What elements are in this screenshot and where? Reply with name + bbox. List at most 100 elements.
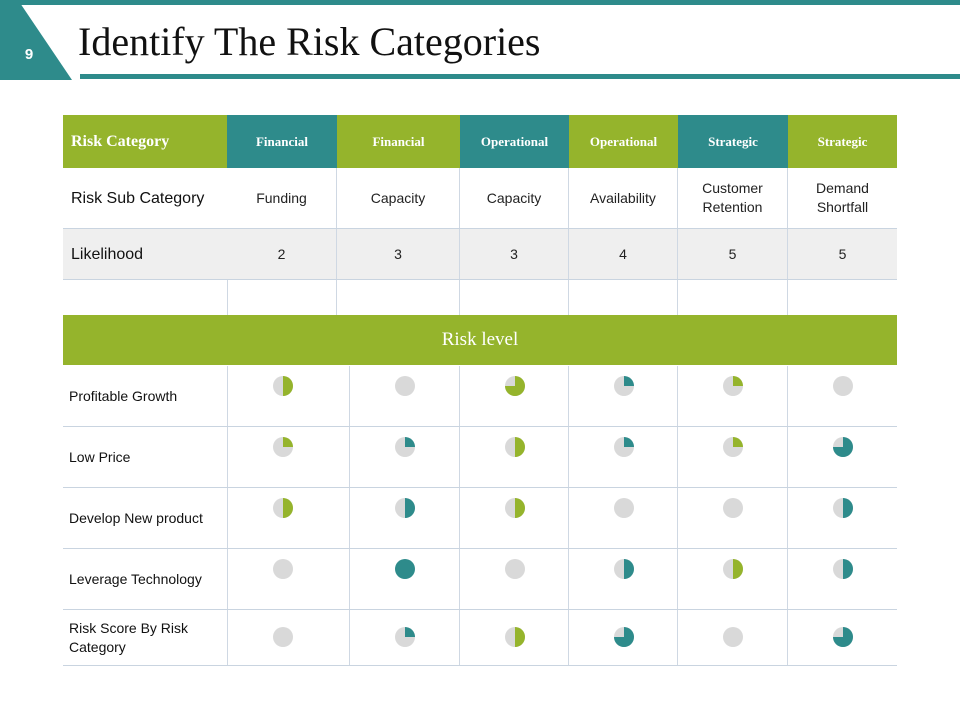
risk-pie-cell	[395, 376, 415, 396]
risk-pie-cell	[272, 559, 293, 579]
risk-pie-icon	[723, 437, 743, 457]
risk-pie-icon	[395, 376, 415, 396]
risk-pie-icon	[272, 437, 293, 457]
risk-pie-icon	[395, 498, 415, 518]
risk-pie-cell	[395, 559, 415, 579]
risk-pie-cell	[272, 498, 293, 518]
risk-pie-cell	[272, 437, 293, 457]
table-divider	[63, 487, 897, 488]
risk-pie-icon	[832, 437, 853, 457]
pie-slice	[623, 376, 634, 386]
pie-slice	[405, 437, 415, 447]
column-divider	[677, 366, 678, 666]
pie-slice	[842, 498, 853, 518]
pie-background	[723, 627, 743, 647]
risk-pie-icon	[504, 498, 525, 518]
column-divider	[787, 280, 788, 315]
risk-pie-cell	[832, 627, 853, 647]
risk-pie-cell	[504, 559, 525, 579]
risk-pie-icon	[395, 627, 415, 647]
risk-pie-cell	[832, 498, 853, 518]
table-divider	[63, 548, 897, 549]
likelihood-cell: 4	[569, 229, 678, 279]
sub-category-label: Risk Sub Category	[71, 189, 205, 207]
pie-background	[395, 376, 415, 396]
risk-row-label: Leverage Technology	[69, 571, 202, 587]
table-divider	[63, 279, 897, 280]
category-header-operational-2: Operational	[569, 115, 678, 168]
risk-pie-icon	[613, 627, 634, 647]
risk-pie-cell	[613, 627, 634, 647]
risk-pie-icon	[613, 498, 634, 518]
sub-category-cell: Demand Shortfall	[816, 180, 869, 215]
risk-pie-icon	[272, 498, 293, 518]
risk-pie-cell	[613, 376, 634, 396]
risk-pie-cell	[395, 437, 415, 457]
risk-pie-icon	[504, 627, 525, 647]
category-header-operational-1: Operational	[460, 115, 569, 168]
pie-background	[504, 559, 525, 579]
likelihood-cell: 3	[460, 229, 569, 279]
category-header-financial-1: Financial	[227, 115, 337, 168]
column-divider	[227, 280, 228, 315]
risk-pie-icon	[832, 376, 853, 396]
risk-pie-icon	[395, 559, 415, 579]
risk-pie-cell	[395, 627, 415, 647]
risk-pie-cell	[723, 376, 743, 396]
likelihood-cell: 5	[788, 229, 897, 279]
category-header-strategic-2: Strategic	[788, 115, 897, 168]
likelihood-cell: 5	[678, 229, 788, 279]
pie-background	[272, 559, 293, 579]
risk-pie-icon	[723, 559, 743, 579]
pie-slice	[514, 498, 525, 518]
sub-category-cell: Funding	[227, 168, 337, 228]
pie-slice	[832, 627, 853, 647]
risk-pie-cell	[613, 498, 634, 518]
risk-pie-cell	[832, 376, 853, 396]
column-divider	[787, 366, 788, 666]
risk-pie-cell	[272, 627, 293, 647]
column-divider	[227, 366, 228, 666]
risk-pie-icon	[504, 376, 525, 396]
table-divider	[63, 426, 897, 427]
pie-slice	[405, 498, 415, 518]
risk-pie-cell	[723, 627, 743, 647]
risk-pie-cell	[272, 376, 293, 396]
pie-slice	[514, 437, 525, 457]
risk-pie-cell	[504, 376, 525, 396]
table-divider	[63, 665, 897, 666]
risk-level-label: Risk level	[441, 329, 519, 350]
pie-slice	[733, 559, 743, 579]
pie-slice	[842, 559, 853, 579]
table-divider	[63, 609, 897, 610]
column-divider	[677, 280, 678, 315]
risk-pie-icon	[832, 559, 853, 579]
risk-pie-cell	[832, 437, 853, 457]
risk-pie-icon	[272, 376, 293, 396]
top-accent-bar	[18, 0, 960, 5]
risk-row-label: Profitable Growth	[69, 388, 178, 404]
risk-pie-icon	[613, 559, 634, 579]
column-divider	[336, 280, 337, 315]
column-divider	[459, 366, 460, 666]
sub-category-cell: Capacity	[337, 168, 460, 228]
pie-slice	[733, 437, 743, 447]
category-header-financial-2: Financial	[337, 115, 460, 168]
likelihood-label: Likelihood	[63, 229, 227, 279]
risk-pie-cell	[504, 498, 525, 518]
risk-pie-cell	[613, 559, 634, 579]
sub-category-cell: Availability	[569, 168, 678, 228]
risk-pie-icon	[613, 376, 634, 396]
likelihood-cell: 2	[227, 229, 337, 279]
pie-slice	[504, 376, 525, 396]
risk-pie-cell	[723, 498, 743, 518]
pie-slice	[733, 376, 743, 386]
pie-slice	[832, 437, 853, 457]
pie-background	[723, 498, 743, 518]
risk-level-banner: Risk level	[63, 315, 897, 365]
pie-background	[832, 376, 853, 396]
page-title: Identify The Risk Categories	[78, 19, 541, 64]
pie-slice	[623, 437, 634, 447]
title-underline	[80, 74, 960, 79]
risk-pie-icon	[504, 559, 525, 579]
